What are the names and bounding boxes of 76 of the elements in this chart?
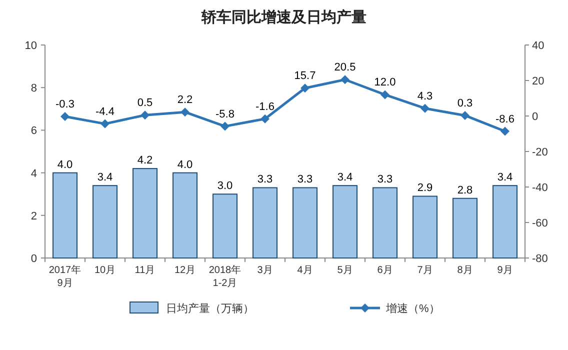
- legend-label: 增速（%）: [385, 302, 440, 315]
- data-label: 2.8: [457, 184, 473, 196]
- y2-tick-label: -80: [532, 253, 548, 265]
- x-tick-label: 11月: [134, 265, 156, 276]
- data-label: 4.0: [57, 158, 73, 171]
- x-tick-label: 10月: [94, 265, 116, 276]
- x-tick-label: 8月: [457, 265, 473, 276]
- y-tick-label: 0: [30, 253, 37, 265]
- bar: [412, 196, 438, 258]
- data-label: 0.3: [457, 97, 473, 110]
- data-label: 0.5: [137, 97, 153, 110]
- data-label: -5.8: [216, 108, 234, 120]
- data-label: 4.0: [177, 158, 193, 171]
- x-tick-label: 2017年 9月: [48, 264, 82, 289]
- x-tick-label: 12月: [174, 265, 196, 276]
- y-tick-label: 10: [24, 40, 37, 52]
- data-label: 3.0: [217, 180, 233, 192]
- x-tick-label: 4月: [297, 265, 313, 276]
- legend-label: 日均产量（万辆）: [166, 302, 254, 315]
- point: [60, 112, 70, 122]
- bar: [332, 185, 358, 258]
- data-label: -0.3: [56, 98, 74, 111]
- data-label: 12.0: [374, 76, 396, 89]
- bar: [292, 187, 318, 258]
- x-tick-label: 2018年 1-2月: [208, 264, 242, 289]
- y2-tick-label: -40: [532, 182, 548, 194]
- data-label: 15.7: [294, 70, 316, 82]
- bar: [252, 187, 278, 258]
- data-label: 4.3: [417, 90, 433, 102]
- bar: [52, 172, 78, 258]
- x-tick-label: 9月: [497, 265, 513, 276]
- data-label: 2.2: [177, 94, 193, 106]
- data-label: 3.4: [97, 172, 113, 184]
- bar: [212, 194, 238, 258]
- point: [140, 110, 150, 120]
- x-tick-label: 3月: [257, 265, 273, 276]
- data-label: 3.3: [377, 174, 393, 186]
- y-tick-label: 2: [30, 210, 37, 222]
- point: [500, 126, 510, 136]
- data-label: 3.3: [297, 174, 313, 186]
- point: [340, 75, 350, 84]
- y2-tick-label: 20: [532, 76, 544, 88]
- data-label: 3.3: [257, 174, 273, 186]
- y-tick-label: 6: [30, 125, 37, 138]
- point: [180, 108, 190, 117]
- bar: [172, 172, 198, 258]
- x-tick-label: 5月: [337, 265, 353, 276]
- data-label: 2.9: [417, 182, 433, 194]
- point: [420, 104, 430, 113]
- x-tick-label: 6月: [377, 265, 393, 276]
- bar: [452, 198, 478, 258]
- y2-tick-label: -60: [532, 218, 548, 230]
- bar: [92, 185, 118, 258]
- point: [220, 122, 230, 131]
- bar: [492, 185, 518, 258]
- point: [460, 110, 470, 120]
- data-label: -4.4: [96, 106, 114, 118]
- y-tick-label: 4: [30, 168, 37, 180]
- data-label: -1.6: [256, 100, 274, 113]
- chart-title: 轿车同比增速及日均产量: [200, 8, 366, 26]
- y2-tick-label: 40: [532, 40, 544, 52]
- y2-tick-label: 0: [532, 111, 538, 123]
- bar: [132, 168, 158, 258]
- bar: [372, 187, 398, 258]
- point: [100, 119, 110, 128]
- data-label: 3.4: [497, 172, 513, 184]
- data-label: -8.6: [496, 113, 514, 126]
- point: [260, 114, 270, 124]
- x-tick-label: 7月: [417, 265, 433, 276]
- data-label: 4.2: [137, 154, 153, 167]
- point: [300, 84, 310, 93]
- point: [380, 90, 390, 100]
- data-label: 3.4: [337, 172, 353, 184]
- y-tick-label: 8: [30, 82, 37, 95]
- y2-tick-label: -20: [532, 146, 548, 158]
- data-label: 20.5: [334, 62, 356, 74]
